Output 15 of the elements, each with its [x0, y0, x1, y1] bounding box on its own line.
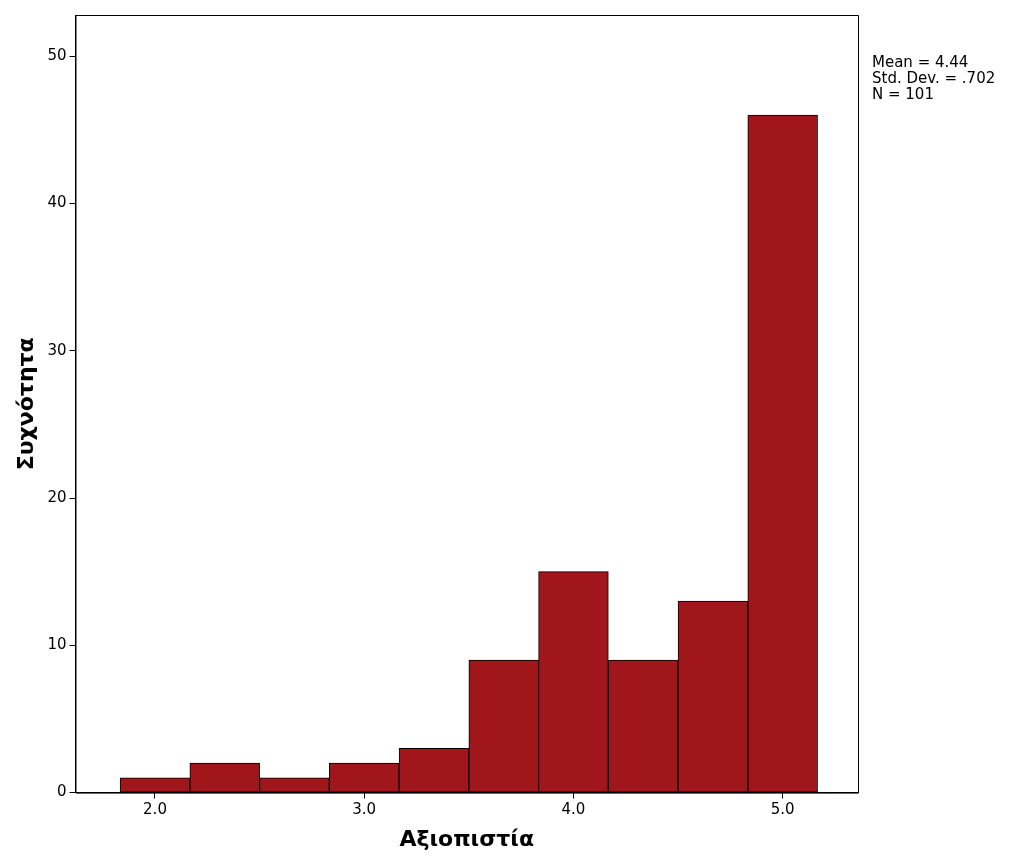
y-tick-label: 30: [47, 340, 67, 359]
x-tick-label: 5.0: [770, 800, 795, 819]
x-tick-label: 2.0: [143, 800, 167, 819]
y-axis-title: Συχνότητα: [12, 337, 38, 471]
text: N = 101: [872, 85, 935, 103]
text: Std. Dev. = .702: [872, 69, 996, 87]
y-tick-label: 10: [47, 635, 67, 654]
y-tick-label: 0: [56, 782, 67, 801]
y-tick-label: 20: [47, 487, 67, 506]
y-tick-label: 40: [47, 193, 67, 212]
y-tick-label: 50: [47, 46, 67, 65]
x-tick-label: 3.0: [352, 800, 377, 819]
text: Mean = 4.44: [872, 53, 970, 71]
x-axis-title: Αξιοπιστία: [399, 825, 535, 851]
x-tick-label: 4.0: [561, 800, 586, 819]
